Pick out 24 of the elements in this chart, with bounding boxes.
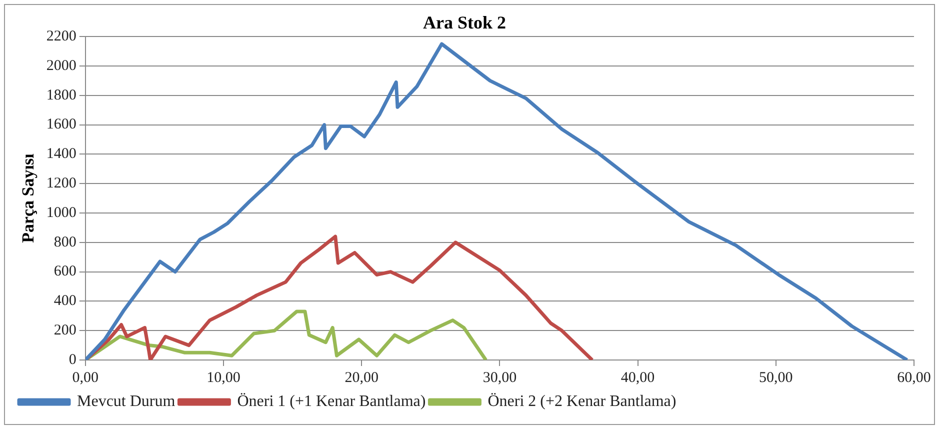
- y-tick-label: 200: [54, 322, 76, 339]
- x-tick-label: 30,00: [482, 370, 517, 386]
- legend-label: Öneri 2 (+2 Kenar Bantlama): [488, 393, 676, 410]
- y-tick-label: 400: [54, 293, 76, 310]
- y-tick-label: 2000: [46, 58, 76, 74]
- y-tick-label: 2200: [46, 28, 76, 45]
- y-tick-label: 1200: [46, 176, 76, 192]
- y-tick-label: 600: [54, 264, 76, 280]
- y-tick-label: 1600: [46, 116, 76, 133]
- legend-label: Öneri 1 (+1 Kenar Bantlama): [237, 393, 426, 410]
- y-axis-title: Parça Sayısı: [18, 153, 38, 243]
- x-tick-label: 0,00: [72, 370, 99, 386]
- y-tick-label: 800: [54, 234, 76, 250]
- x-tick-label: 50,00: [759, 370, 793, 386]
- x-tick-label: 40,00: [620, 370, 655, 386]
- legend-label: Mevcut Durum: [77, 393, 176, 410]
- x-tick-label: 60,00: [897, 370, 931, 386]
- x-tick-label: 20,00: [344, 370, 378, 386]
- y-tick-label: 1000: [46, 204, 76, 221]
- chart-title: Ara Stok 2: [422, 12, 506, 32]
- y-tick-label: 1800: [46, 87, 76, 104]
- y-tick-label: 1400: [46, 146, 76, 162]
- y-tick-label: 0: [68, 352, 76, 368]
- x-tick-label: 10,00: [206, 370, 240, 386]
